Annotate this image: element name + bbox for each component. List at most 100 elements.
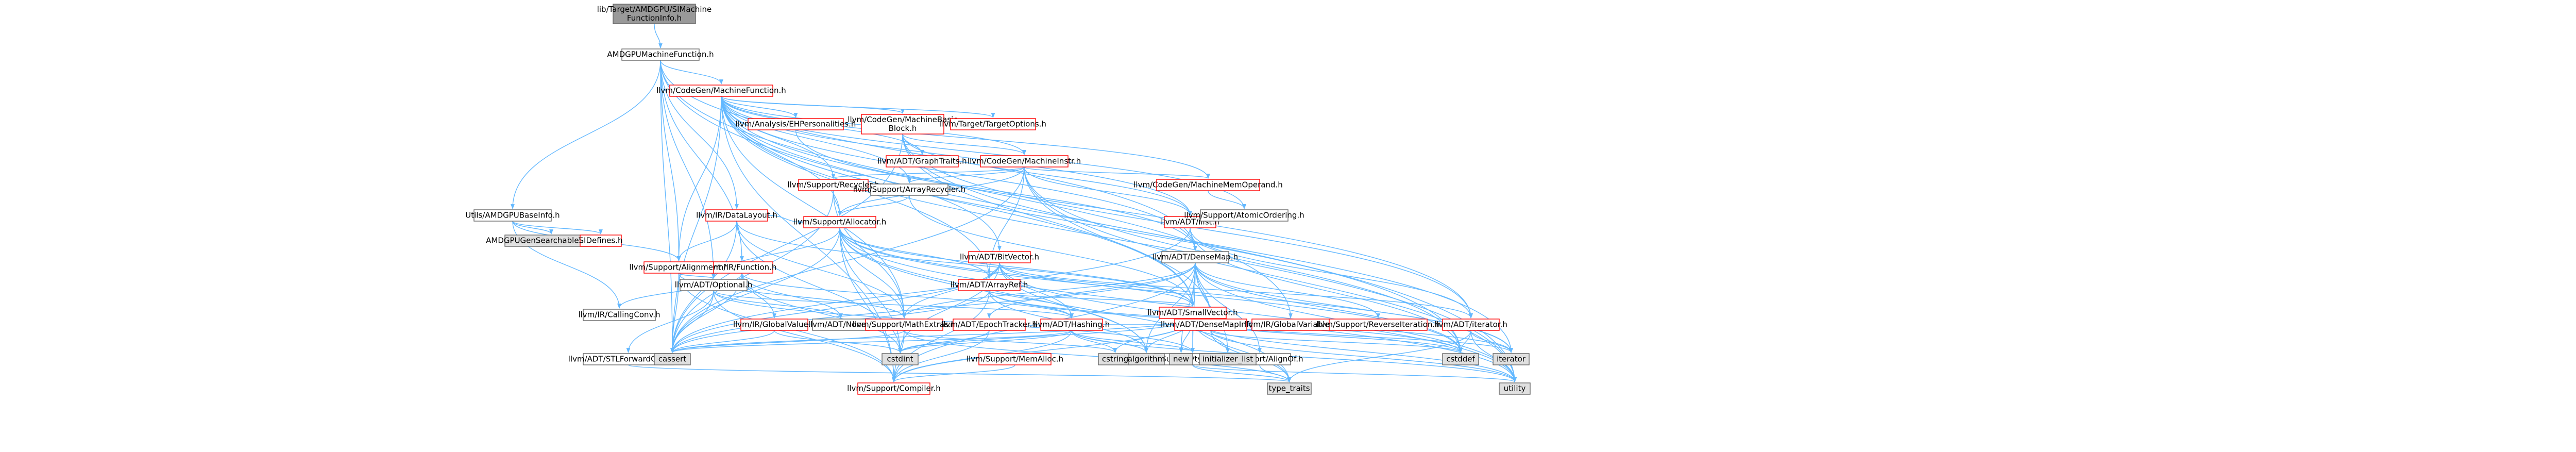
edge-n6-n24 (736, 221, 1195, 307)
include-node[interactable]: llvm/IR/GlobalVariable.h (1244, 319, 1337, 331)
node-label: llvm/IR/Function.h (707, 263, 777, 272)
edge-n22-n32 (902, 262, 1196, 319)
node-label: llvm/Support/AtomicOrdering.h (1184, 211, 1304, 220)
edge-n21-n28 (999, 262, 1473, 319)
include-node[interactable]: llvm/ADT/None.h (808, 319, 873, 331)
include-node[interactable]: llvm/Target/TargetOptions.h (940, 118, 1046, 130)
include-node[interactable]: llvm/Support/Alignment.h (629, 261, 728, 274)
edge-n2-n17 (721, 96, 1210, 179)
include-node[interactable]: llvm/Analysis/EHPersonalities.h (736, 118, 856, 130)
edge-n16-n24 (909, 195, 1195, 307)
include-node[interactable]: llvm/CodeGen/MachineInstr.h (968, 155, 1081, 168)
include-node: initializer_list (1199, 353, 1257, 365)
edge-n14-n49 (1024, 166, 1517, 382)
include-node[interactable]: llvm/Support/Recycler.h (787, 179, 879, 191)
edge-n34-n42 (1071, 330, 1117, 353)
include-node[interactable]: llvm/Support/MemAlloc.h (967, 353, 1063, 365)
edge-n32-n40 (670, 330, 905, 353)
edge-n36-n39 (892, 364, 1015, 382)
edge-n18-n40 (670, 227, 840, 353)
include-node: iterator (1493, 353, 1530, 365)
node-label: llvm/IR/DataLayout.h (696, 211, 777, 220)
edge-n17-n20 (1208, 190, 1246, 209)
edge-n2-n21 (721, 96, 1002, 251)
edge-n25-n46 (1210, 330, 1463, 353)
include-node[interactable]: llvm/Support/Allocator.h (793, 216, 887, 228)
include-node[interactable]: llvm/ADT/DenseMap.h (1153, 251, 1238, 263)
include-node[interactable]: llvm/Support/ReverseIteration.h (1316, 319, 1440, 331)
node-label: llvm/ADT/DenseMapInfo.h (1161, 320, 1261, 329)
include-node[interactable]: llvm/CodeGen/MachineMemOperand.h (1133, 179, 1283, 191)
node-label: llvm/Support/Compiler.h (847, 384, 941, 393)
edge-n22-n47 (1195, 262, 1513, 353)
node-label: llvm/Support/MathExtras.h (853, 320, 956, 329)
edge-n34-n49 (1071, 330, 1517, 382)
include-node[interactable]: llvm/ADT/SmallVector.h (1147, 307, 1238, 319)
include-node[interactable]: llvm/Support/ArrayRecycler.h (853, 183, 965, 196)
edge-n16-n18 (838, 195, 910, 216)
include-node[interactable]: llvm/ADT/Hashing.h (1033, 319, 1110, 331)
edge-n18-n41 (839, 227, 902, 353)
include-node[interactable]: llvm/ADT/BitVector.h (960, 251, 1039, 263)
edge-n9-n39 (713, 290, 896, 382)
include-node: type_traits (1267, 382, 1312, 395)
include-node[interactable]: llvm/ADT/DenseMapInfo.h (1161, 319, 1261, 331)
include-node: cstring (1098, 353, 1132, 365)
edge-n2-n46 (721, 96, 1463, 353)
edge-n28-n46 (1459, 330, 1471, 353)
include-node[interactable]: llvm/ADT/Optional.h (675, 279, 753, 291)
root-file-node: lib/Target/AMDGPU/SIMachineFunctionInfo.… (597, 4, 712, 24)
node-label: Utils/AMDGPUBaseInfo.h (465, 211, 560, 220)
edge-n2-n11 (721, 96, 905, 114)
node-label: llvm/Support/MemAlloc.h (967, 355, 1063, 364)
include-node: algorithm (1128, 353, 1165, 365)
node-label: algorithm (1128, 355, 1165, 364)
edge-n14-n17 (1024, 166, 1210, 179)
edge-n34-n40 (670, 330, 1072, 353)
edge-n1-n6 (660, 60, 739, 209)
edge-n33-n41 (898, 330, 990, 353)
include-node[interactable]: llvm/IR/CallingConv.h (578, 309, 660, 321)
node-label: lib/Target/AMDGPU/SIMachine (597, 5, 712, 14)
edge-n21-n32 (902, 262, 1000, 319)
node-label: type_traits (1268, 384, 1310, 394)
include-node[interactable]: llvm/ADT/EpochTracker.h (941, 319, 1037, 331)
node-label: iterator (1497, 355, 1526, 364)
include-node[interactable]: llvm/Support/MathExtras.h (853, 319, 956, 331)
edge-n32-n42 (904, 330, 1117, 353)
include-node[interactable]: SIDefines.h (579, 235, 623, 247)
node-label: cstdint (887, 355, 913, 364)
edge-n14-n40 (670, 166, 1025, 353)
include-node[interactable]: llvm/Support/Compiler.h (847, 382, 941, 395)
include-node[interactable]: AMDGPUMachineFunction.h (607, 48, 714, 61)
node-label: llvm/ADT/GraphTraits.h (877, 157, 967, 166)
include-node[interactable]: llvm/ADT/GraphTraits.h (877, 155, 967, 168)
edge-n11-n40 (670, 133, 903, 353)
node-label: FunctionInfo.h (627, 13, 682, 23)
include-node[interactable]: llvm/IR/DataLayout.h (696, 209, 777, 222)
include-node[interactable]: llvm/ADT/iterator.h (1434, 319, 1507, 331)
edge-n37-n48 (1192, 364, 1292, 382)
include-node[interactable]: llvm/Support/AtomicOrdering.h (1184, 209, 1304, 222)
edge-n37-n49 (1192, 364, 1517, 382)
edge-n6-n18 (767, 215, 803, 224)
include-node[interactable]: Utils/AMDGPUBaseInfo.h (465, 209, 560, 222)
edge-n22-n27 (1195, 262, 1380, 319)
edge-n21-n24 (999, 262, 1195, 307)
include-node[interactable]: llvm/IR/Function.h (707, 261, 777, 274)
node-label: initializer_list (1202, 355, 1253, 364)
include-node[interactable]: llvm/ADT/ArrayRef.h (951, 279, 1028, 291)
node-label: cstring (1102, 355, 1128, 364)
edge-n14-n15 (831, 166, 1025, 179)
edge-n7-n34 (741, 273, 1074, 319)
edge-n25-n49 (1210, 330, 1517, 382)
edge-n23-n47 (989, 290, 1513, 353)
edge-n22-n33 (987, 262, 1196, 319)
edge-n23-n39 (892, 290, 990, 382)
include-node[interactable]: llvm/CodeGen/MachineFunction.h (656, 85, 786, 97)
edge-n19-n28 (1190, 227, 1473, 319)
include-node[interactable]: llvm/IR/GlobalValue.h (733, 319, 816, 331)
edge-n1-n3 (511, 60, 661, 209)
